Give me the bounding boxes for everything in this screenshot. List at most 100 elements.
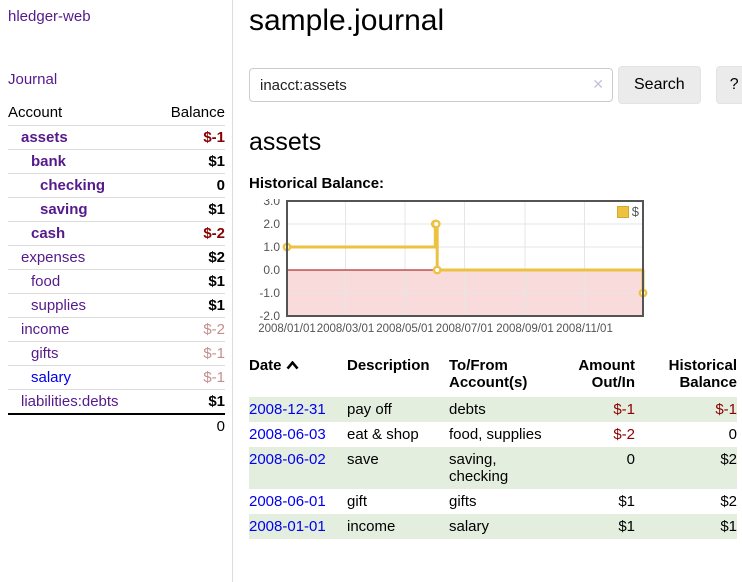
account-row: expenses $2 bbox=[8, 245, 225, 270]
register-table: Date Description To/From Account(s) Amou… bbox=[249, 354, 737, 539]
account-link-saving[interactable]: saving bbox=[40, 201, 88, 218]
account-link-income[interactable]: income bbox=[21, 321, 70, 338]
accounts-table: Account Balance assets $-1 bank $1 check… bbox=[8, 101, 225, 438]
register-row: 2008-01-01 income salary $1 $1 bbox=[249, 514, 737, 539]
transaction-accounts: food, supplies bbox=[449, 426, 542, 443]
register-col-amount: Amount Out/In bbox=[578, 357, 635, 391]
account-row: gifts $-1 bbox=[8, 341, 225, 366]
transaction-date-link[interactable]: 2008-01-01 bbox=[249, 518, 326, 535]
svg-text:0.0: 0.0 bbox=[263, 263, 280, 277]
accounts-header-row: Account Balance bbox=[8, 101, 225, 126]
register-col-description: Description bbox=[347, 357, 430, 374]
accounts-total-value: 0 bbox=[216, 418, 225, 435]
search-form: ✕ Search ? bbox=[249, 66, 742, 104]
sidebar-item-journal[interactable]: Journal bbox=[8, 71, 58, 88]
transaction-balance: $1 bbox=[720, 518, 737, 535]
transaction-amount: $1 bbox=[618, 518, 635, 535]
account-balance: $1 bbox=[208, 273, 225, 290]
chevron-up-icon bbox=[286, 357, 299, 374]
legend-label: $ bbox=[631, 204, 639, 219]
account-balance: $-1 bbox=[203, 345, 225, 362]
main-content: sample.journal ✕ Search ? assets Histori… bbox=[233, 0, 742, 582]
register-row: 2008-06-01 gift gifts $1 $2 bbox=[249, 489, 737, 514]
account-balance: $-2 bbox=[203, 225, 225, 242]
transaction-accounts: salary bbox=[449, 518, 490, 535]
account-link-food[interactable]: food bbox=[31, 273, 61, 290]
account-page-title: assets bbox=[249, 128, 322, 156]
account-link-salary[interactable]: salary bbox=[31, 369, 72, 386]
transaction-date-link[interactable]: 2008-06-03 bbox=[249, 426, 326, 443]
account-row: bank $1 bbox=[8, 149, 225, 174]
transaction-description: eat & shop bbox=[347, 426, 419, 443]
transaction-date-link[interactable]: 2008-06-02 bbox=[249, 451, 326, 468]
register-header-row: Date Description To/From Account(s) Amou… bbox=[249, 354, 737, 397]
account-balance: $-1 bbox=[203, 369, 225, 386]
svg-text:2008/03/01: 2008/03/01 bbox=[317, 323, 375, 335]
account-row: supplies $1 bbox=[8, 293, 225, 318]
account-link-supplies[interactable]: supplies bbox=[31, 297, 87, 314]
account-balance: $1 bbox=[208, 153, 225, 170]
account-link-expenses[interactable]: expenses bbox=[21, 249, 86, 266]
register-col-date: Date bbox=[249, 354, 347, 397]
transaction-accounts: gifts bbox=[449, 493, 477, 510]
svg-text:2008/11/01: 2008/11/01 bbox=[556, 323, 613, 335]
accounts-col-balance: Balance bbox=[170, 104, 225, 121]
legend-swatch-icon bbox=[616, 205, 629, 218]
svg-text:3.0: 3.0 bbox=[263, 199, 280, 208]
account-link-gifts[interactable]: gifts bbox=[31, 345, 59, 362]
svg-text:2008/07/01: 2008/07/01 bbox=[436, 323, 494, 335]
transaction-balance: $2 bbox=[720, 451, 737, 468]
account-row: cash $-2 bbox=[8, 221, 225, 246]
transaction-amount: $-2 bbox=[613, 426, 635, 443]
svg-text:2008/09/01: 2008/09/01 bbox=[496, 323, 554, 335]
transaction-description: income bbox=[347, 518, 396, 535]
transaction-accounts: saving, checking bbox=[449, 451, 509, 485]
transaction-description: save bbox=[347, 451, 379, 468]
transaction-description: gift bbox=[347, 493, 368, 510]
account-link-liabilities-debts[interactable]: liabilities:debts bbox=[21, 393, 119, 410]
search-input[interactable] bbox=[249, 68, 613, 102]
page-title: sample.journal bbox=[249, 4, 445, 37]
sort-by-date-link[interactable]: Date bbox=[249, 357, 299, 374]
sidebar: hledger-web Journal Account Balance asse… bbox=[0, 0, 233, 582]
transaction-date-link[interactable]: 2008-12-31 bbox=[249, 401, 326, 418]
accounts-total-row: 0 bbox=[8, 414, 225, 438]
register-row: 2008-12-31 pay off debts $-1 $-1 bbox=[249, 397, 737, 422]
transaction-amount: $1 bbox=[618, 493, 635, 510]
register-row: 2008-06-03 eat & shop food, supplies $-2… bbox=[249, 422, 737, 447]
account-balance: $-1 bbox=[203, 129, 225, 146]
svg-text:-1.0: -1.0 bbox=[259, 286, 280, 300]
account-balance: 0 bbox=[216, 177, 225, 194]
account-balance: $1 bbox=[208, 297, 225, 314]
transaction-accounts: debts bbox=[449, 401, 486, 418]
transaction-date-link[interactable]: 2008-06-01 bbox=[249, 493, 326, 510]
account-link-bank[interactable]: bank bbox=[31, 153, 67, 170]
svg-text:1.0: 1.0 bbox=[263, 240, 280, 254]
account-balance: $2 bbox=[208, 249, 225, 266]
svg-text:2008/01/01: 2008/01/01 bbox=[258, 323, 316, 335]
svg-text:-2.0: -2.0 bbox=[259, 309, 280, 323]
help-button[interactable]: ? bbox=[715, 66, 742, 104]
transaction-amount: $-1 bbox=[613, 401, 635, 418]
account-row: salary $-1 bbox=[8, 365, 225, 390]
brand-link[interactable]: hledger-web bbox=[8, 8, 91, 25]
chart-legend: $ bbox=[614, 203, 641, 220]
transaction-balance: $2 bbox=[720, 493, 737, 510]
account-row: checking 0 bbox=[8, 173, 225, 198]
svg-text:2.0: 2.0 bbox=[263, 217, 280, 231]
svg-text:2008/05/01: 2008/05/01 bbox=[376, 323, 434, 335]
transaction-balance: $-1 bbox=[715, 401, 737, 418]
search-button[interactable]: Search bbox=[618, 66, 701, 104]
account-row: assets $-1 bbox=[8, 125, 225, 150]
account-balance: $1 bbox=[208, 201, 225, 218]
transaction-description: pay off bbox=[347, 401, 392, 418]
account-link-assets[interactable]: assets bbox=[21, 129, 68, 146]
account-row: liabilities:debts $1 bbox=[8, 389, 225, 415]
register-row: 2008-06-02 save saving, checking 0 $2 bbox=[249, 447, 737, 489]
account-row: income $-2 bbox=[8, 317, 225, 342]
clear-search-icon[interactable]: ✕ bbox=[592, 76, 604, 92]
account-link-cash[interactable]: cash bbox=[31, 225, 66, 242]
account-link-checking[interactable]: checking bbox=[40, 177, 106, 194]
